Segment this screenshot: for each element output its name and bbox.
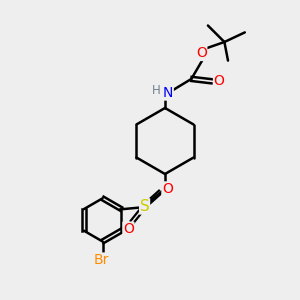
Text: H: H (152, 84, 161, 98)
Text: O: O (123, 222, 134, 236)
Text: N: N (163, 86, 173, 100)
Text: Br: Br (93, 253, 109, 267)
Text: O: O (196, 46, 207, 60)
Text: O: O (214, 74, 224, 88)
Text: S: S (140, 199, 149, 214)
Text: O: O (162, 182, 173, 196)
